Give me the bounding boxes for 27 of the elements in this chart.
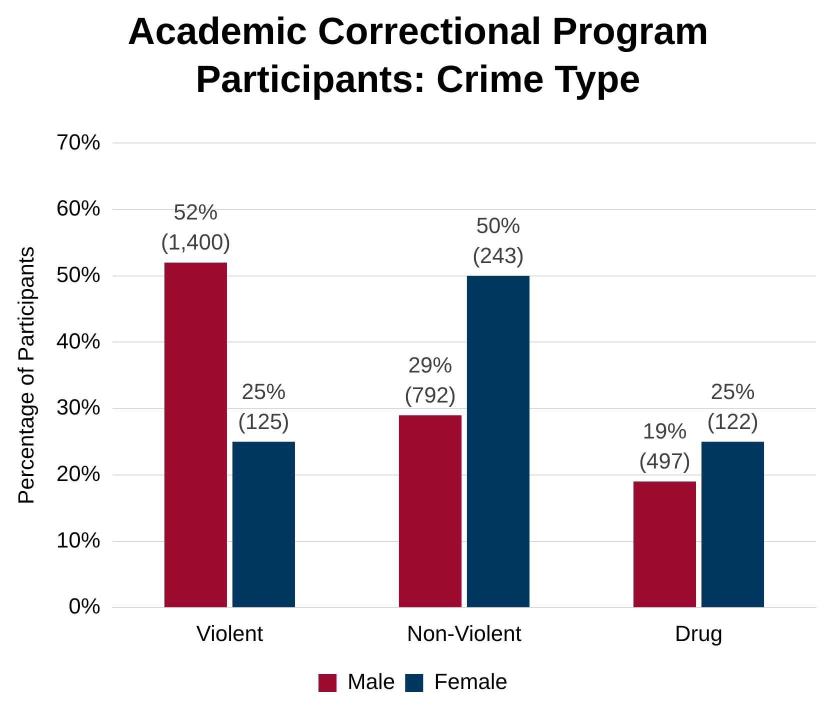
bar — [466, 276, 530, 608]
y-tick-label: 40% — [56, 328, 100, 354]
bar — [701, 442, 764, 608]
y-tick-label: 0% — [68, 594, 100, 619]
data-label: 25% (122) — [707, 378, 758, 434]
data-label: 29% (792) — [404, 352, 456, 408]
x-tick-label: Non-Violent — [406, 620, 522, 646]
legend-label: Male — [347, 669, 396, 694]
chart-title: Academic Correctional Program Participants: Crime Type — [126, 10, 710, 103]
data-label: 50% (243) — [472, 212, 524, 268]
bar — [232, 442, 295, 608]
y-tick-label: 70% — [56, 129, 100, 154]
data-label: 52% (1,400) — [160, 200, 231, 255]
y-tick-label: 20% — [56, 460, 100, 486]
y-tick-label: 50% — [56, 262, 100, 287]
x-tick-label: Drug — [674, 620, 723, 646]
bar — [164, 262, 227, 608]
data-label: 25% (125) — [238, 378, 290, 434]
x-tick-label: Violent — [196, 620, 264, 646]
legend-label: Female — [434, 669, 508, 694]
bar — [398, 415, 462, 608]
y-tick-label: 60% — [56, 196, 100, 221]
bar — [633, 482, 696, 608]
y-tick-label: 10% — [56, 527, 100, 552]
y-axis-title: Percentage of Participants — [13, 246, 38, 504]
y-tick-label: 30% — [56, 394, 100, 420]
data-label: 19% (497) — [639, 418, 690, 474]
